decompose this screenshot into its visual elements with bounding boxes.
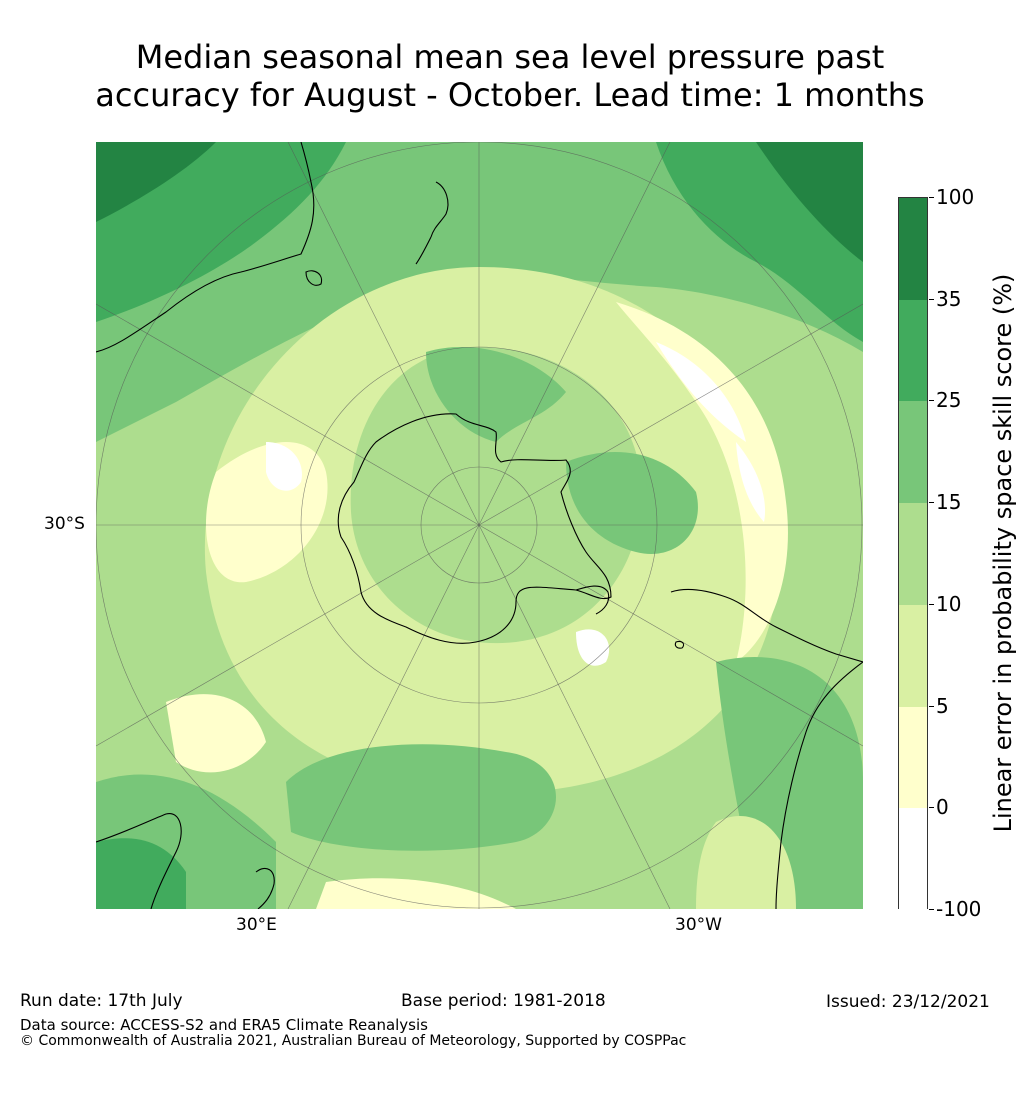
colorbar-band <box>899 299 927 402</box>
skill-field-pale-south <box>316 878 516 909</box>
polar-skill-map <box>96 142 863 909</box>
colorbar-band <box>899 198 927 300</box>
skill-field-inner <box>350 347 642 644</box>
skill-field-white-east <box>576 629 610 666</box>
new-zealand-south <box>415 236 432 265</box>
new-zealand-north <box>430 181 449 238</box>
copyright: © Commonwealth of Australia 2021, Austra… <box>20 1033 687 1049</box>
africa-coast <box>96 813 182 909</box>
colorbar-tick <box>929 400 934 401</box>
skill-field-top-nw <box>96 142 216 222</box>
skill-field-high-north <box>96 142 863 442</box>
colorbar-tick <box>929 299 934 300</box>
south-america-east <box>775 661 863 909</box>
skill-field-white-patch-2 <box>736 442 766 522</box>
skill-field-top-ne <box>756 142 863 262</box>
colorbar-tick-label: 15 <box>936 490 962 514</box>
colorbar-band <box>899 503 927 605</box>
colorbar <box>898 197 928 910</box>
colorbar-band <box>899 808 927 910</box>
skill-field-pale-arc <box>616 302 788 662</box>
chart-title-line-1: Median seasonal mean sea level pressure … <box>135 38 885 76</box>
australia-coast <box>96 142 315 353</box>
colorbar-tick <box>929 197 934 198</box>
colorbar-tick <box>929 909 934 910</box>
chart-title-line-2: accuracy for August - October. Lead time… <box>95 76 925 114</box>
lon-label-30e: 30°E <box>236 915 277 935</box>
south-america-coast <box>670 588 863 663</box>
chart-title: Median seasonal mean sea level pressure … <box>0 38 1020 114</box>
colorbar-label: Linear error in probability space skill … <box>989 273 1017 833</box>
skill-field-south-band <box>286 744 556 851</box>
skill-field-white-patch <box>656 342 746 442</box>
colorbar-band <box>899 706 927 809</box>
map-svg <box>96 142 863 909</box>
colorbar-tick-label: 35 <box>936 287 962 311</box>
colorbar-band <box>899 401 927 504</box>
data-source: Data source: ACCESS-S2 and ERA5 Climate … <box>20 1016 428 1034</box>
skill-field-ne-green <box>566 452 698 554</box>
falklands-coast <box>674 640 685 649</box>
skill-field-se-pale <box>696 815 796 909</box>
base-period: Base period: 1981-2018 <box>401 991 606 1011</box>
coastlines <box>96 142 863 909</box>
antarctica-coast <box>337 413 612 644</box>
tasmania-coast <box>305 270 323 286</box>
run-date: Run date: 17th July <box>20 991 183 1011</box>
colorbar-tick-label: 0 <box>936 795 949 819</box>
lat-label-30s: 30°S <box>44 514 85 534</box>
colorbar-band <box>899 604 927 707</box>
skill-field-white-west <box>266 442 302 491</box>
lon-label-30w: 30°W <box>675 915 722 935</box>
colorbar-tick <box>929 706 934 707</box>
issued-date: Issued: 23/12/2021 <box>826 992 990 1012</box>
colorbar-tick <box>929 604 934 605</box>
skill-field-south-pale <box>166 694 266 773</box>
madagascar-coast <box>255 867 275 909</box>
colorbar-tick-label: 5 <box>936 694 949 718</box>
colorbar-tick-label: -100 <box>936 897 982 921</box>
colorbar-tick-label: 25 <box>936 388 962 412</box>
graticule <box>96 142 863 909</box>
antarctic-peninsula <box>575 585 610 615</box>
colorbar-tick <box>929 502 934 503</box>
colorbar-tick <box>929 807 934 808</box>
skill-field-high-nw <box>96 142 346 322</box>
colorbar-tick-label: 10 <box>936 592 962 616</box>
colorbar-tick-label: 100 <box>936 185 975 209</box>
skill-field-sw-dark <box>96 838 186 909</box>
